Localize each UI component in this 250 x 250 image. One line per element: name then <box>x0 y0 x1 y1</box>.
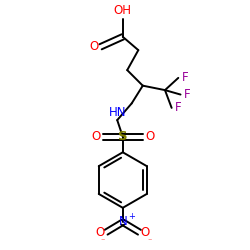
Text: O: O <box>96 226 105 239</box>
Text: O: O <box>91 130 101 143</box>
Text: OH: OH <box>114 4 132 17</box>
Text: O: O <box>89 40 98 53</box>
Text: S: S <box>118 130 128 143</box>
Text: F: F <box>175 101 182 114</box>
Text: ⁻: ⁻ <box>101 237 105 246</box>
Text: ⁻: ⁻ <box>147 237 152 246</box>
Text: HN: HN <box>108 106 126 119</box>
Text: +: + <box>128 212 135 221</box>
Text: O: O <box>140 226 150 239</box>
Text: N: N <box>118 215 127 228</box>
Text: F: F <box>182 72 188 85</box>
Text: O: O <box>145 130 154 143</box>
Text: F: F <box>184 88 190 101</box>
